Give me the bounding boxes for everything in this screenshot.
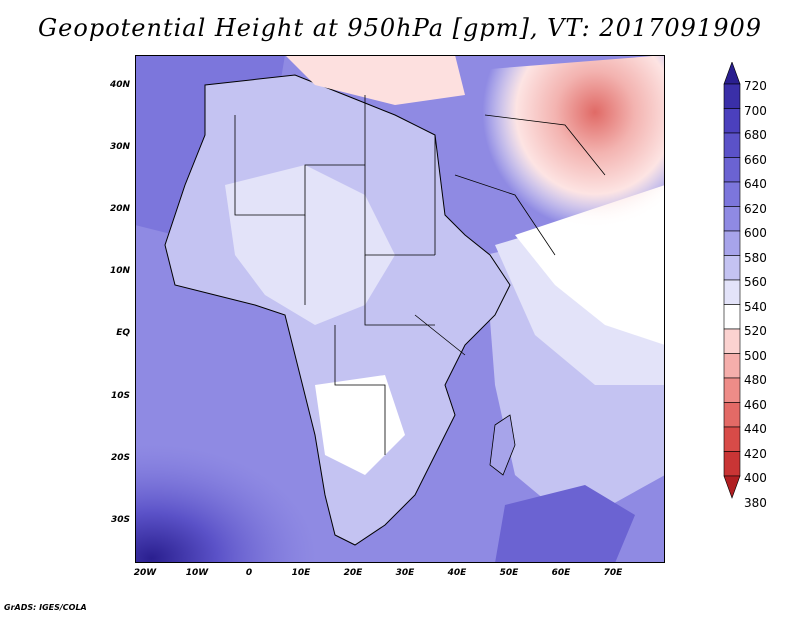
lon-label: 20W xyxy=(133,568,157,578)
plot-title: Geopotential Height at 950hPa [gpm], VT:… xyxy=(38,14,762,42)
colorbar-level-label: 400 xyxy=(744,471,767,485)
colorbar-level-label: 660 xyxy=(744,152,767,167)
colorbar-level-label: 420 xyxy=(744,446,767,461)
colorbar-level-label: 380 xyxy=(744,495,767,510)
colorbar-swatch xyxy=(723,83,741,109)
lon-label: 0 xyxy=(245,568,253,578)
colorbar-swatch xyxy=(723,279,741,305)
colorbar-swatch xyxy=(723,206,741,232)
colorbar-swatch xyxy=(723,157,741,183)
footer-credit: GrADS: IGES/COLA xyxy=(4,603,87,612)
lat-label: 20N xyxy=(109,204,130,214)
south-indian-low-field xyxy=(495,485,635,563)
colorbar-level-label: 480 xyxy=(744,373,767,387)
lat-label: 30S xyxy=(110,515,130,525)
lat-label: 20S xyxy=(110,453,130,463)
colorbar xyxy=(723,62,741,499)
colorbar-level-label: 460 xyxy=(744,397,767,412)
colorbar-swatch xyxy=(723,108,741,134)
lon-label: 50E xyxy=(499,568,519,578)
lat-label: 40N xyxy=(109,80,130,90)
colorbar-swatch xyxy=(723,132,741,158)
colorbar-swatch xyxy=(723,402,741,428)
colorbar-level-label: 560 xyxy=(744,275,767,289)
colorbar-top-arrow xyxy=(723,62,741,85)
colorbar-swatch xyxy=(723,451,741,477)
lat-label: 10S xyxy=(110,391,130,401)
colorbar-level-label: 620 xyxy=(744,201,767,216)
lon-label: 10E xyxy=(291,568,311,578)
lon-label: 20E xyxy=(343,568,363,578)
mediterranean-field xyxy=(285,55,465,105)
colorbar-level-label: 520 xyxy=(744,324,767,338)
colorbar-level-label: 720 xyxy=(744,79,767,93)
colorbar-swatch xyxy=(723,353,741,379)
kalahari-field xyxy=(315,375,405,475)
lon-label: 40E xyxy=(447,568,467,578)
colorbar-level-label: 680 xyxy=(744,128,767,142)
madagascar xyxy=(489,414,516,476)
lon-label: 10W xyxy=(185,568,209,578)
lon-label: 70E xyxy=(603,568,623,578)
colorbar-bottom-arrow xyxy=(723,475,741,499)
lon-label: 60E xyxy=(551,568,571,578)
colorbar-level-label: 580 xyxy=(744,250,767,265)
sahel-field xyxy=(225,165,395,325)
colorbar-swatch xyxy=(723,181,741,207)
colorbar-level-label: 700 xyxy=(744,103,767,118)
colorbar-level-label: 640 xyxy=(744,177,767,191)
lat-label: 30N xyxy=(109,142,130,152)
country-borders xyxy=(234,95,606,455)
colorbar-level-label: 540 xyxy=(744,299,767,314)
map-frame xyxy=(135,55,665,563)
colorbar-swatch xyxy=(723,328,741,354)
colorbar-level-label: 440 xyxy=(744,422,767,436)
lat-label: 10N xyxy=(109,266,130,276)
map-svg xyxy=(135,55,665,563)
colorbar-level-label: 600 xyxy=(744,226,767,240)
arabian-high-field xyxy=(415,55,665,315)
colorbar-swatch xyxy=(723,377,741,403)
colorbar-swatch xyxy=(723,230,741,256)
lat-label: EQ xyxy=(116,328,130,338)
colorbar-swatch xyxy=(723,304,741,330)
map-plot-area xyxy=(135,55,665,563)
colorbar-level-label: 500 xyxy=(744,348,767,363)
colorbar-swatch xyxy=(723,255,741,281)
colorbar-swatch xyxy=(723,426,741,452)
lon-label: 30E xyxy=(395,568,415,578)
